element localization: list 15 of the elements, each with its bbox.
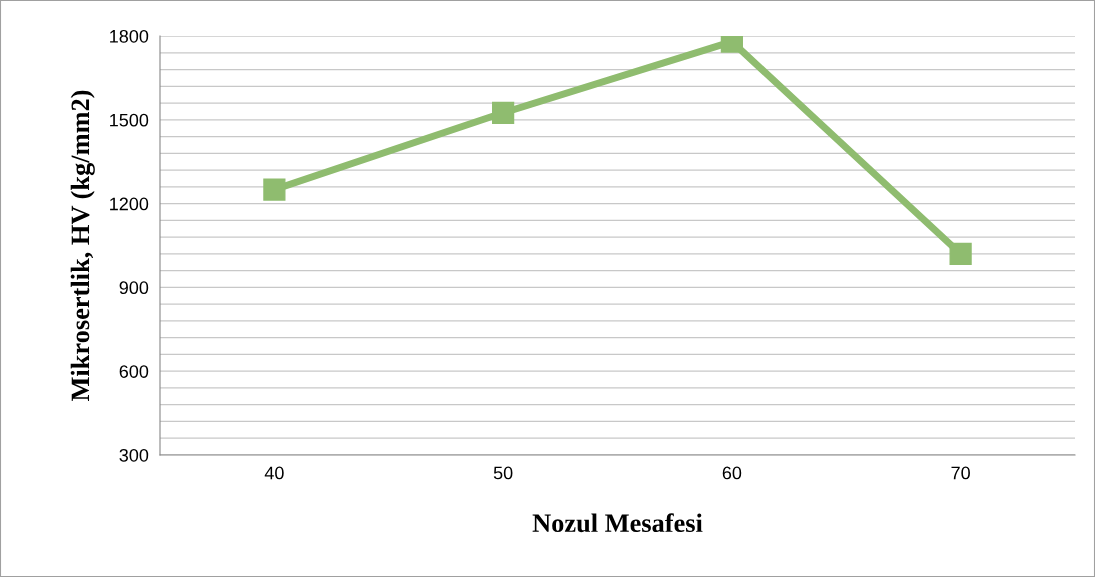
y-tick-label: 1500 — [110, 113, 149, 127]
x-tick-label: 70 — [951, 466, 970, 480]
y-tick-label: 1800 — [110, 29, 149, 43]
y-tick-label: 300 — [119, 448, 149, 462]
point — [949, 242, 972, 265]
point — [263, 178, 286, 201]
x-tick-label: 40 — [264, 466, 284, 480]
x-axis-title: Nozul Mesafesi — [532, 513, 703, 533]
y-axis-title: Mikrosertlik, HV (kg/mm2) — [70, 90, 95, 402]
y-tick-label: 600 — [119, 365, 149, 378]
y-tick-label: 1200 — [110, 197, 149, 211]
point — [492, 101, 515, 124]
x-tick-label: 50 — [493, 466, 513, 480]
y-tick-label: 900 — [119, 281, 149, 295]
x-tick-label: 60 — [722, 466, 742, 480]
